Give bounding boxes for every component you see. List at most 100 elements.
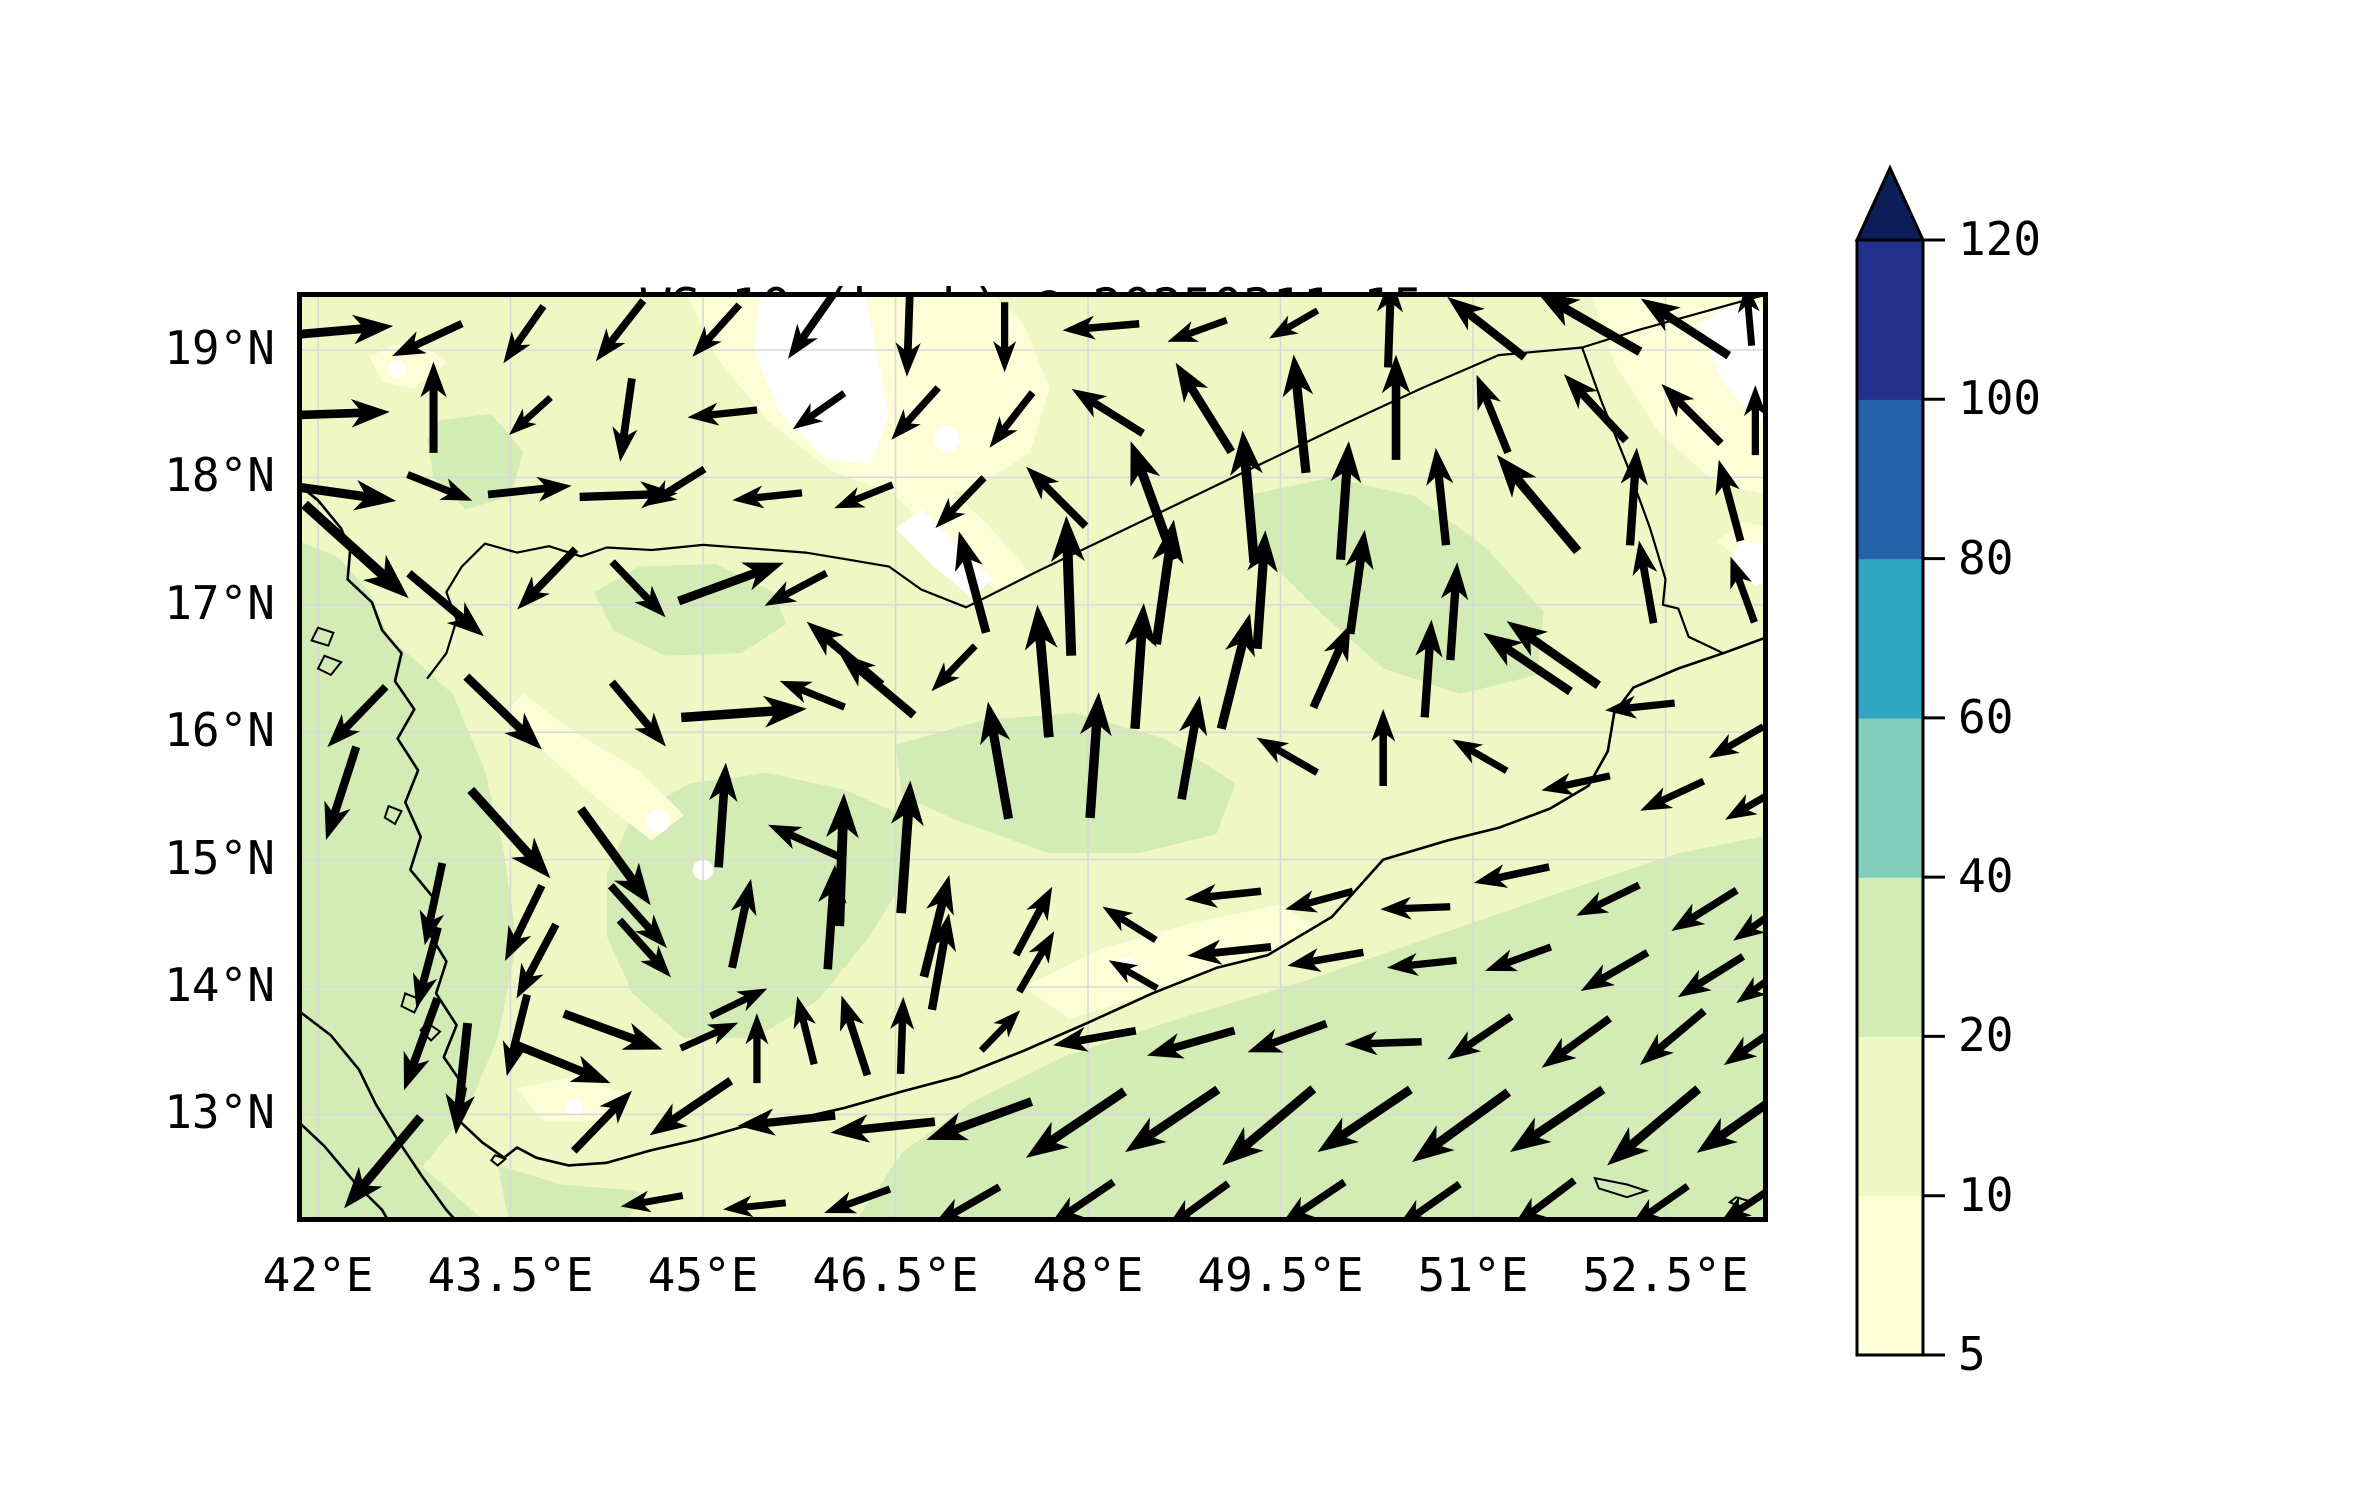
wind-arrow-shaft — [743, 1199, 787, 1211]
wind-arrow-head — [1282, 1196, 1315, 1222]
wind-arrow-head — [516, 962, 544, 999]
wind-arrow-shaft — [808, 390, 847, 420]
wind-arrow-shaft — [1186, 384, 1236, 455]
contour-region-0-5 — [565, 1099, 584, 1117]
wind-arrow-shaft — [1383, 301, 1395, 368]
wind-arrow-head — [931, 662, 960, 692]
wind-arrow-shaft — [607, 883, 654, 933]
wind-arrow-head — [1426, 447, 1454, 486]
wind-arrow-shaft — [1512, 475, 1582, 555]
wind-arrow-shaft — [704, 302, 742, 343]
wind-arrow-shaft — [943, 643, 978, 679]
wind-arrow-head — [1062, 315, 1096, 340]
wind-arrow-shaft — [1274, 745, 1320, 776]
wind-arrow-head — [1730, 556, 1752, 590]
x-tick-label: 46.5°E — [812, 1248, 979, 1302]
wind-arrow-shaft — [531, 546, 579, 595]
wind-arrow-head — [1563, 374, 1598, 409]
wind-arrow-head — [509, 408, 537, 435]
wind-arrow-shaft — [1402, 903, 1451, 913]
colorbar-tick-label: 120 — [1958, 211, 2042, 266]
wind-arrow-shaft — [927, 938, 949, 1011]
wind-arrow-head — [935, 497, 966, 529]
wind-arrow-head — [793, 996, 816, 1030]
wind-arrow-shaft — [513, 303, 547, 348]
wind-arrow-head — [1381, 354, 1411, 394]
colorbar-tick-label: 20 — [1958, 1008, 2014, 1063]
wind-arrow-head — [412, 972, 438, 1009]
wind-arrow-head — [1184, 883, 1219, 908]
wind-arrow-shaft — [1531, 1085, 1606, 1140]
wind-arrow-head — [840, 995, 864, 1032]
contour-region-20-40 — [606, 773, 909, 1038]
wind-arrow-head — [993, 341, 1017, 373]
wind-arrow-shaft — [1626, 699, 1676, 712]
wind-arrow-head — [1412, 1125, 1455, 1163]
wind-arrow-head — [649, 1103, 688, 1136]
wind-arrow-head — [505, 925, 532, 961]
wind-arrow-head — [891, 409, 921, 440]
wind-arrow-shaft — [1562, 772, 1611, 790]
wind-arrow-shaft — [411, 320, 464, 350]
contour-region-5-10 — [504, 694, 684, 841]
coastline — [297, 482, 1768, 1167]
wind-arrow-head — [1496, 454, 1537, 498]
wind-arrow-head — [1108, 960, 1139, 984]
wind-arrow-head — [1175, 362, 1209, 403]
wind-arrow-shaft — [763, 1111, 836, 1128]
wind-arrow-shaft — [616, 917, 659, 963]
wind-arrow-shaft — [1016, 948, 1047, 994]
x-tick-label: 48°E — [1032, 1248, 1144, 1302]
wind-arrow-shaft — [896, 1020, 907, 1075]
x-tick-label: 52.5°E — [1582, 1248, 1749, 1302]
wind-arrow-shaft — [823, 891, 838, 970]
wind-arrow-head — [1743, 385, 1767, 417]
wind-arrow-head — [350, 399, 390, 428]
wind-arrow-head — [1230, 430, 1263, 476]
wind-arrow-head — [392, 331, 427, 357]
wind-arrow-head — [736, 988, 768, 1012]
wind-arrow-head — [1050, 515, 1085, 563]
wind-arrow-head — [955, 531, 983, 572]
colorbar-segment — [1857, 877, 1923, 1038]
wind-arrow-shaft — [1751, 975, 1768, 994]
wind-arrow-head — [1345, 529, 1374, 570]
wind-arrow-shaft — [1292, 383, 1311, 474]
colorbar-segment — [1857, 1036, 1923, 1197]
wind-arrow-shaft — [1465, 310, 1528, 361]
contour-region-0-5 — [646, 809, 670, 833]
wind-arrow-shaft — [579, 490, 652, 502]
wind-arrow-head — [612, 426, 638, 462]
wind-arrow-head — [926, 1112, 969, 1141]
wind-arrow-head — [1696, 1117, 1738, 1153]
wind-arrow-head — [445, 1093, 475, 1135]
y-tick-label: 18°N — [164, 448, 275, 503]
wind-arrow-head — [504, 712, 542, 750]
wind-arrow-shaft — [511, 1039, 587, 1077]
wind-arrow-head — [1607, 1127, 1649, 1166]
wind-arrow-shaft — [640, 1192, 684, 1207]
wind-arrow-head — [723, 1195, 754, 1218]
wind-arrow-head — [834, 487, 866, 509]
wind-arrow-head — [634, 914, 667, 949]
wind-arrow-shaft — [1309, 948, 1365, 966]
wind-arrow-shaft — [467, 786, 534, 860]
contour-region-5-10 — [895, 477, 1031, 593]
wind-arrow-head — [324, 800, 351, 840]
x-tick-label: 49.5°E — [1197, 1248, 1364, 1302]
wind-arrow-shaft — [608, 679, 654, 731]
wind-arrow-shaft — [714, 789, 729, 868]
contour-region-20-40 — [594, 564, 787, 656]
wind-arrow-head — [569, 1055, 611, 1084]
wind-arrow-shaft — [1504, 943, 1553, 967]
wind-arrow-head — [1483, 632, 1524, 667]
wind-arrow-shaft — [1661, 309, 1732, 360]
wind-arrow-shaft — [799, 685, 846, 711]
wind-arrow-head — [929, 913, 956, 953]
wind-arrow-head — [419, 909, 445, 946]
wind-arrow-shaft — [1434, 473, 1451, 546]
wind-arrow-shaft — [1284, 307, 1320, 332]
wind-arrow-shaft — [406, 471, 454, 496]
wind-arrow-shaft — [1211, 943, 1272, 958]
wind-arrow-shaft — [1048, 1087, 1128, 1145]
